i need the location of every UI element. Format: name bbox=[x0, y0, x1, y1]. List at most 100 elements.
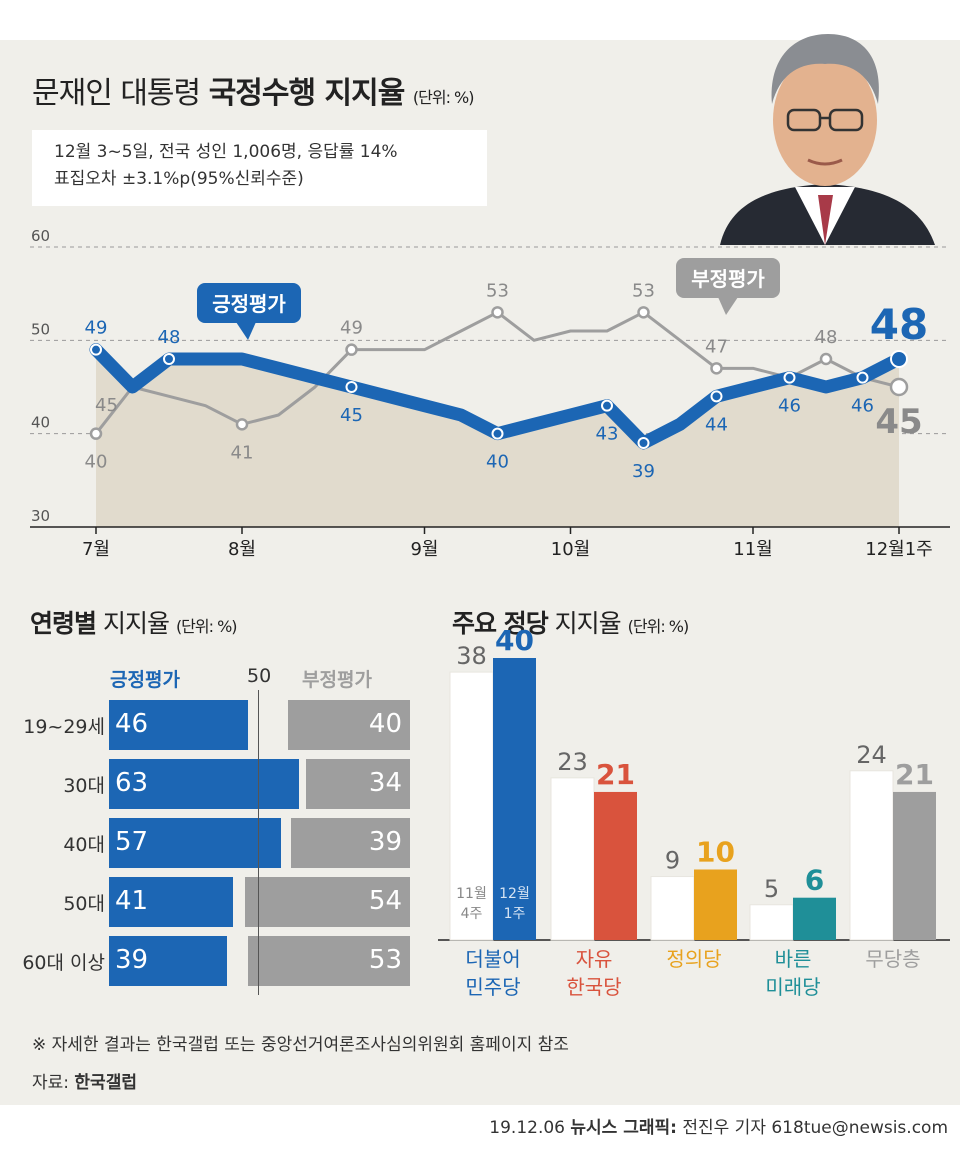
portrait-glasses-right bbox=[828, 108, 864, 132]
party-title-bold: 주요 정당 bbox=[452, 609, 549, 638]
party-name-line2: 민주당 bbox=[465, 975, 520, 999]
age-negative-bar: 40 bbox=[288, 700, 410, 750]
series-label-curr-2: 1주 bbox=[504, 906, 526, 922]
portrait-mouth bbox=[807, 158, 843, 166]
age-positive-bar: 41 bbox=[109, 877, 233, 927]
negative-point bbox=[819, 352, 833, 366]
party-curr-bar bbox=[893, 791, 936, 940]
age-negative-bar: 39 bbox=[291, 818, 410, 868]
party-prev-bar bbox=[449, 671, 494, 941]
positive-callout-box bbox=[197, 283, 301, 323]
positive-data-label: 46 bbox=[778, 396, 801, 417]
negative-callout-box bbox=[676, 258, 780, 298]
series-label-prev-1: 11월 bbox=[456, 886, 487, 902]
age-positive-bar: 57 bbox=[109, 818, 281, 868]
positive-point bbox=[783, 371, 796, 384]
y-tick-label: 60 bbox=[31, 227, 50, 245]
party-curr-value: 40 bbox=[495, 624, 534, 657]
negative-point bbox=[491, 306, 504, 319]
negative-point bbox=[637, 306, 650, 319]
negative-point bbox=[89, 427, 103, 440]
party-prev-value: 24 bbox=[856, 741, 887, 769]
survey-info-box: 12월 3~5일, 전국 성인 1,006명, 응답률 14% 표집오차 ±3.… bbox=[32, 130, 487, 206]
negative-data-label: 40 bbox=[85, 452, 108, 473]
party-name-line1: 더불어 bbox=[465, 947, 520, 971]
line-chart-labels: 49 48 45 40 43 39 44 46 46 48 40 45 41 49 53 53 47 48 45 bbox=[85, 280, 929, 482]
negative-point bbox=[889, 377, 909, 397]
age-negative-value: 39 bbox=[368, 827, 402, 857]
negative-point bbox=[710, 362, 723, 375]
source-value: 한국갤럽 bbox=[74, 1073, 137, 1093]
negative-data-label: 41 bbox=[231, 442, 254, 463]
approval-line-chart: 30 40 50 60 49 48 45 40 43 39 44 46 46 48 40 45 41 49 53 5… bbox=[25, 227, 950, 560]
positive-data-label: 46 bbox=[851, 396, 874, 417]
age-header-positive: 긍정평가 bbox=[110, 669, 180, 691]
negative-callout-label: 부정평가 bbox=[691, 267, 765, 291]
party-curr-bar bbox=[493, 658, 536, 940]
party-prev-bar bbox=[749, 904, 794, 941]
age-negative-value: 34 bbox=[368, 768, 402, 798]
title-prefix: 문재인 대통령 bbox=[32, 76, 201, 111]
party-name-line1: 무당층 bbox=[865, 947, 920, 971]
positive-point bbox=[890, 350, 908, 368]
positive-data-label: 49 bbox=[85, 318, 108, 339]
age-category-label: 19~29세 bbox=[23, 716, 105, 738]
negative-data-label: 47 bbox=[705, 336, 728, 357]
positive-point bbox=[345, 381, 358, 393]
positive-point bbox=[601, 399, 613, 412]
line-chart-callouts: 긍정평가 부정평가 bbox=[197, 258, 780, 340]
positive-data-label: 45 bbox=[340, 405, 363, 426]
x-tick-label: 9월 bbox=[410, 539, 438, 560]
positive-data-label: 48 bbox=[158, 327, 181, 348]
age-category-label: 50대 bbox=[63, 893, 105, 915]
party-prev-bar bbox=[849, 770, 894, 941]
positive-callout-pointer bbox=[236, 322, 256, 340]
age-negative-bar: 34 bbox=[306, 759, 410, 809]
party-curr-value: 10 bbox=[696, 836, 735, 869]
portrait-face bbox=[773, 54, 877, 186]
age-row: 50대 41 54 bbox=[0, 877, 420, 927]
party-curr-bar bbox=[694, 869, 737, 940]
age-negative-value: 53 bbox=[368, 945, 402, 975]
y-tick-label: 40 bbox=[31, 414, 50, 432]
party-prev-bar bbox=[650, 876, 695, 941]
age-row: 30대 63 34 bbox=[0, 759, 420, 809]
age-category-label: 40대 bbox=[63, 834, 105, 856]
positive-data-label: 39 bbox=[632, 461, 655, 482]
positive-callout: 긍정평가 bbox=[197, 283, 301, 340]
age-positive-bar: 63 bbox=[109, 759, 299, 809]
negative-data-label: 53 bbox=[632, 280, 655, 301]
chart-top-bar bbox=[25, 247, 950, 250]
negative-point bbox=[345, 343, 358, 356]
positive-point bbox=[637, 437, 650, 449]
positive-point bbox=[856, 371, 869, 384]
party-prev-value: 9 bbox=[665, 847, 680, 875]
positive-callout-label: 긍정평가 bbox=[212, 292, 286, 316]
credit-author: 전진우 기자 618tue@newsis.com bbox=[682, 1118, 948, 1138]
party-prev-value: 5 bbox=[764, 875, 779, 903]
age-positive-value: 57 bbox=[115, 827, 149, 857]
negative-callout-pointer bbox=[718, 297, 738, 315]
credit-org: 뉴시스 그래픽: bbox=[570, 1118, 677, 1138]
age-section-title: 연령별 지지율 (단위: %) bbox=[30, 604, 238, 640]
age-positive-bar: 46 bbox=[109, 700, 248, 750]
age-negative-value: 40 bbox=[368, 709, 402, 739]
survey-info-line2: 표집오차 ±3.1%p(95%신뢰수준) bbox=[54, 169, 304, 189]
age-row: 19~29세 46 40 bbox=[0, 700, 420, 750]
portrait-hair bbox=[771, 34, 879, 104]
y-tick-label: 50 bbox=[31, 320, 50, 338]
credit: 19.12.06 뉴시스 그래픽: 전진우 기자 618tue@newsis.c… bbox=[489, 1113, 948, 1138]
footnote: ※ 자세한 결과는 한국갤럽 또는 중앙선거여론조사심의위원회 홈페이지 참조 bbox=[32, 1035, 569, 1055]
negative-point bbox=[235, 418, 249, 431]
age-negative-bar: 54 bbox=[245, 877, 410, 927]
age-category-label: 30대 bbox=[63, 775, 105, 797]
series-label-curr-1: 12월 bbox=[499, 886, 530, 902]
positive-data-label: 48 bbox=[870, 300, 928, 349]
positive-point bbox=[710, 390, 723, 403]
series-label-prev-2: 4주 bbox=[461, 906, 483, 922]
negative-data-label: 45 bbox=[95, 395, 118, 416]
x-tick-label: 12월1주 bbox=[865, 539, 932, 560]
party-curr-bar bbox=[594, 791, 637, 940]
party-title-unit: (단위: %) bbox=[627, 617, 690, 636]
portrait-glasses-left bbox=[786, 108, 822, 132]
